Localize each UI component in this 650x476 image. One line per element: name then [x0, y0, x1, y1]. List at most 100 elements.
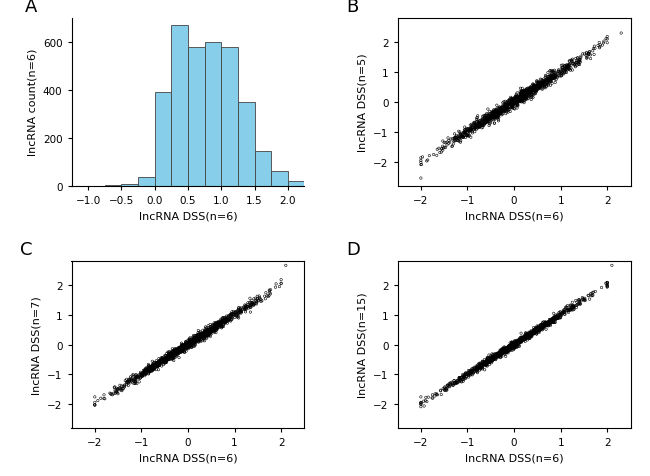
Point	[519, 88, 529, 95]
Point	[510, 338, 520, 346]
Point	[495, 109, 506, 116]
Point	[492, 110, 502, 118]
Point	[462, 127, 473, 134]
Point	[162, 355, 173, 362]
Point	[529, 82, 539, 90]
Point	[177, 346, 188, 354]
Point	[212, 322, 222, 330]
Point	[144, 370, 154, 377]
Point	[541, 77, 551, 85]
Point	[463, 133, 474, 141]
Point	[174, 348, 184, 356]
Point	[532, 327, 543, 334]
Point	[209, 323, 220, 330]
Point	[547, 69, 558, 77]
Point	[465, 125, 476, 133]
Point	[190, 335, 200, 342]
Point	[202, 331, 212, 338]
Point	[494, 108, 504, 115]
Point	[505, 101, 515, 109]
Point	[515, 98, 525, 105]
Point	[187, 344, 197, 351]
Point	[447, 143, 458, 150]
Point	[521, 90, 531, 98]
Point	[474, 363, 485, 371]
Point	[558, 68, 568, 75]
Point	[470, 125, 480, 133]
Point	[557, 69, 567, 77]
Point	[449, 380, 460, 387]
Point	[466, 368, 476, 376]
Point	[537, 324, 547, 331]
Point	[176, 343, 186, 351]
Point	[563, 306, 573, 314]
Point	[530, 85, 541, 92]
Point	[516, 335, 526, 342]
Point	[252, 300, 262, 308]
Point	[514, 339, 524, 347]
Point	[246, 302, 257, 310]
Point	[499, 347, 509, 354]
Point	[209, 324, 220, 332]
Point	[465, 367, 476, 374]
Point	[523, 89, 533, 96]
Point	[161, 352, 171, 359]
Point	[201, 331, 211, 338]
Point	[523, 335, 533, 342]
Point	[559, 311, 569, 318]
Point	[537, 324, 547, 332]
Point	[512, 338, 523, 346]
Point	[144, 364, 154, 372]
Point	[606, 262, 617, 269]
Point	[213, 322, 224, 330]
Point	[526, 89, 537, 96]
Point	[197, 333, 207, 341]
Point	[526, 330, 537, 338]
Point	[509, 344, 519, 352]
Point	[227, 315, 237, 322]
Point	[500, 107, 510, 114]
Point	[504, 345, 515, 352]
Point	[209, 327, 219, 335]
Point	[537, 327, 547, 334]
Point	[484, 358, 495, 366]
Point	[124, 377, 134, 385]
Point	[563, 307, 573, 314]
Point	[175, 346, 185, 353]
Point	[538, 80, 549, 88]
Point	[543, 318, 554, 326]
Point	[546, 79, 556, 86]
Point	[211, 324, 222, 331]
Point	[505, 339, 515, 347]
Point	[476, 361, 487, 368]
Point	[192, 332, 202, 340]
Point	[506, 340, 516, 348]
Point	[204, 330, 214, 337]
Point	[252, 293, 263, 300]
Point	[553, 68, 564, 76]
Point	[469, 367, 480, 375]
Point	[495, 354, 506, 362]
Point	[521, 332, 532, 340]
Point	[534, 327, 544, 335]
Point	[212, 320, 222, 327]
Point	[117, 385, 127, 393]
Point	[554, 314, 564, 321]
Point	[515, 85, 526, 93]
Point	[162, 353, 173, 361]
Point	[207, 322, 217, 330]
Point	[437, 145, 447, 153]
Point	[497, 104, 508, 111]
Point	[453, 377, 463, 385]
Point	[205, 329, 216, 337]
Point	[520, 333, 530, 341]
Point	[466, 126, 476, 134]
Point	[499, 345, 509, 353]
Point	[491, 114, 501, 122]
Point	[480, 118, 490, 126]
Point	[476, 117, 486, 125]
Point	[526, 329, 537, 337]
Point	[580, 297, 590, 305]
Point	[168, 354, 178, 362]
Point	[518, 92, 528, 100]
